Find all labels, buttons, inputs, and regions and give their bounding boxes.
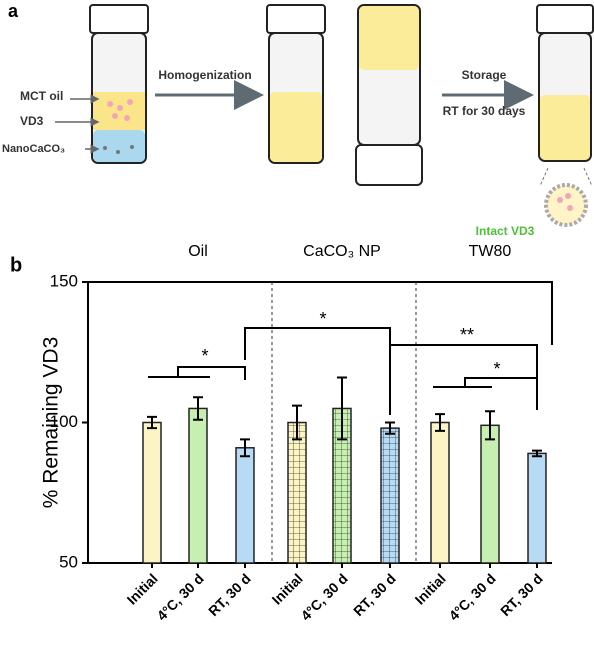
error-bar [385,421,395,435]
y-axis-label: % Remaining VD3 [40,337,63,509]
bar [527,452,547,564]
group-label: CaCO₃ NP [303,243,381,260]
bar-chart: 50 100 150 % Remaining VD3 Oil CaCO₃ NP TW80 In… [40,243,553,624]
step-label: Storage [462,68,507,82]
bar-pattern [288,422,306,563]
bar-pattern [381,428,399,563]
result-label: Intact VD3 [476,224,535,238]
vial [266,4,326,164]
error-bar [240,438,250,458]
panel-a: a MCT oil VD3 NanoCaCO₃ Homogenization [2,1,594,238]
vial [89,4,149,164]
y-tick-label: 150 [50,271,78,290]
x-tick-label: 4°C, 30 d [297,570,350,623]
x-tick-label: Initial [124,570,161,607]
significance-bracket [244,327,391,415]
component-label: MCT oil [20,89,63,103]
significance-bracket [148,366,246,380]
bar-pattern [333,408,351,563]
x-tick-label: 4°C, 30 d [153,570,206,623]
significance-label: * [319,309,326,329]
bar [188,407,208,564]
error-bar [193,396,203,421]
bar [430,421,450,564]
panel-label: b [10,254,22,276]
bar [480,424,500,564]
y-tick-label: 50 [59,552,78,571]
error-bar [147,415,157,430]
error-bar [337,376,347,441]
x-tick-label: RT, 30 d [205,570,254,619]
x-tick-label: Initial [269,570,306,607]
error-bar [532,449,542,458]
error-bar [485,410,495,441]
component-label: NanoCaCO₃ [2,143,65,155]
error-bar [435,413,445,432]
bar [142,421,162,564]
panel-label: a [8,1,19,21]
significance-label: ** [460,325,474,345]
group-label: Oil [188,243,208,260]
bar [235,447,255,564]
x-tick-label: Initial [412,570,449,607]
significance-label: * [201,346,208,366]
y-tick-label: 100 [50,412,78,431]
significance-bracket [433,377,538,410]
x-tick-label: 4°C, 30 d [445,570,498,623]
vial [355,4,423,186]
significance-bracket [389,344,538,415]
x-tick-label: RT, 30 d [497,570,546,619]
vial [536,4,594,227]
error-bar [292,404,302,441]
step-label: Homogenization [158,68,251,82]
component-label: VD3 [20,114,44,128]
x-tick-label: RT, 30 d [350,570,399,619]
group-label: TW80 [469,243,512,260]
step-condition: RT for 30 days [443,104,526,118]
frame-line [88,281,553,345]
significance-label: * [493,359,500,379]
